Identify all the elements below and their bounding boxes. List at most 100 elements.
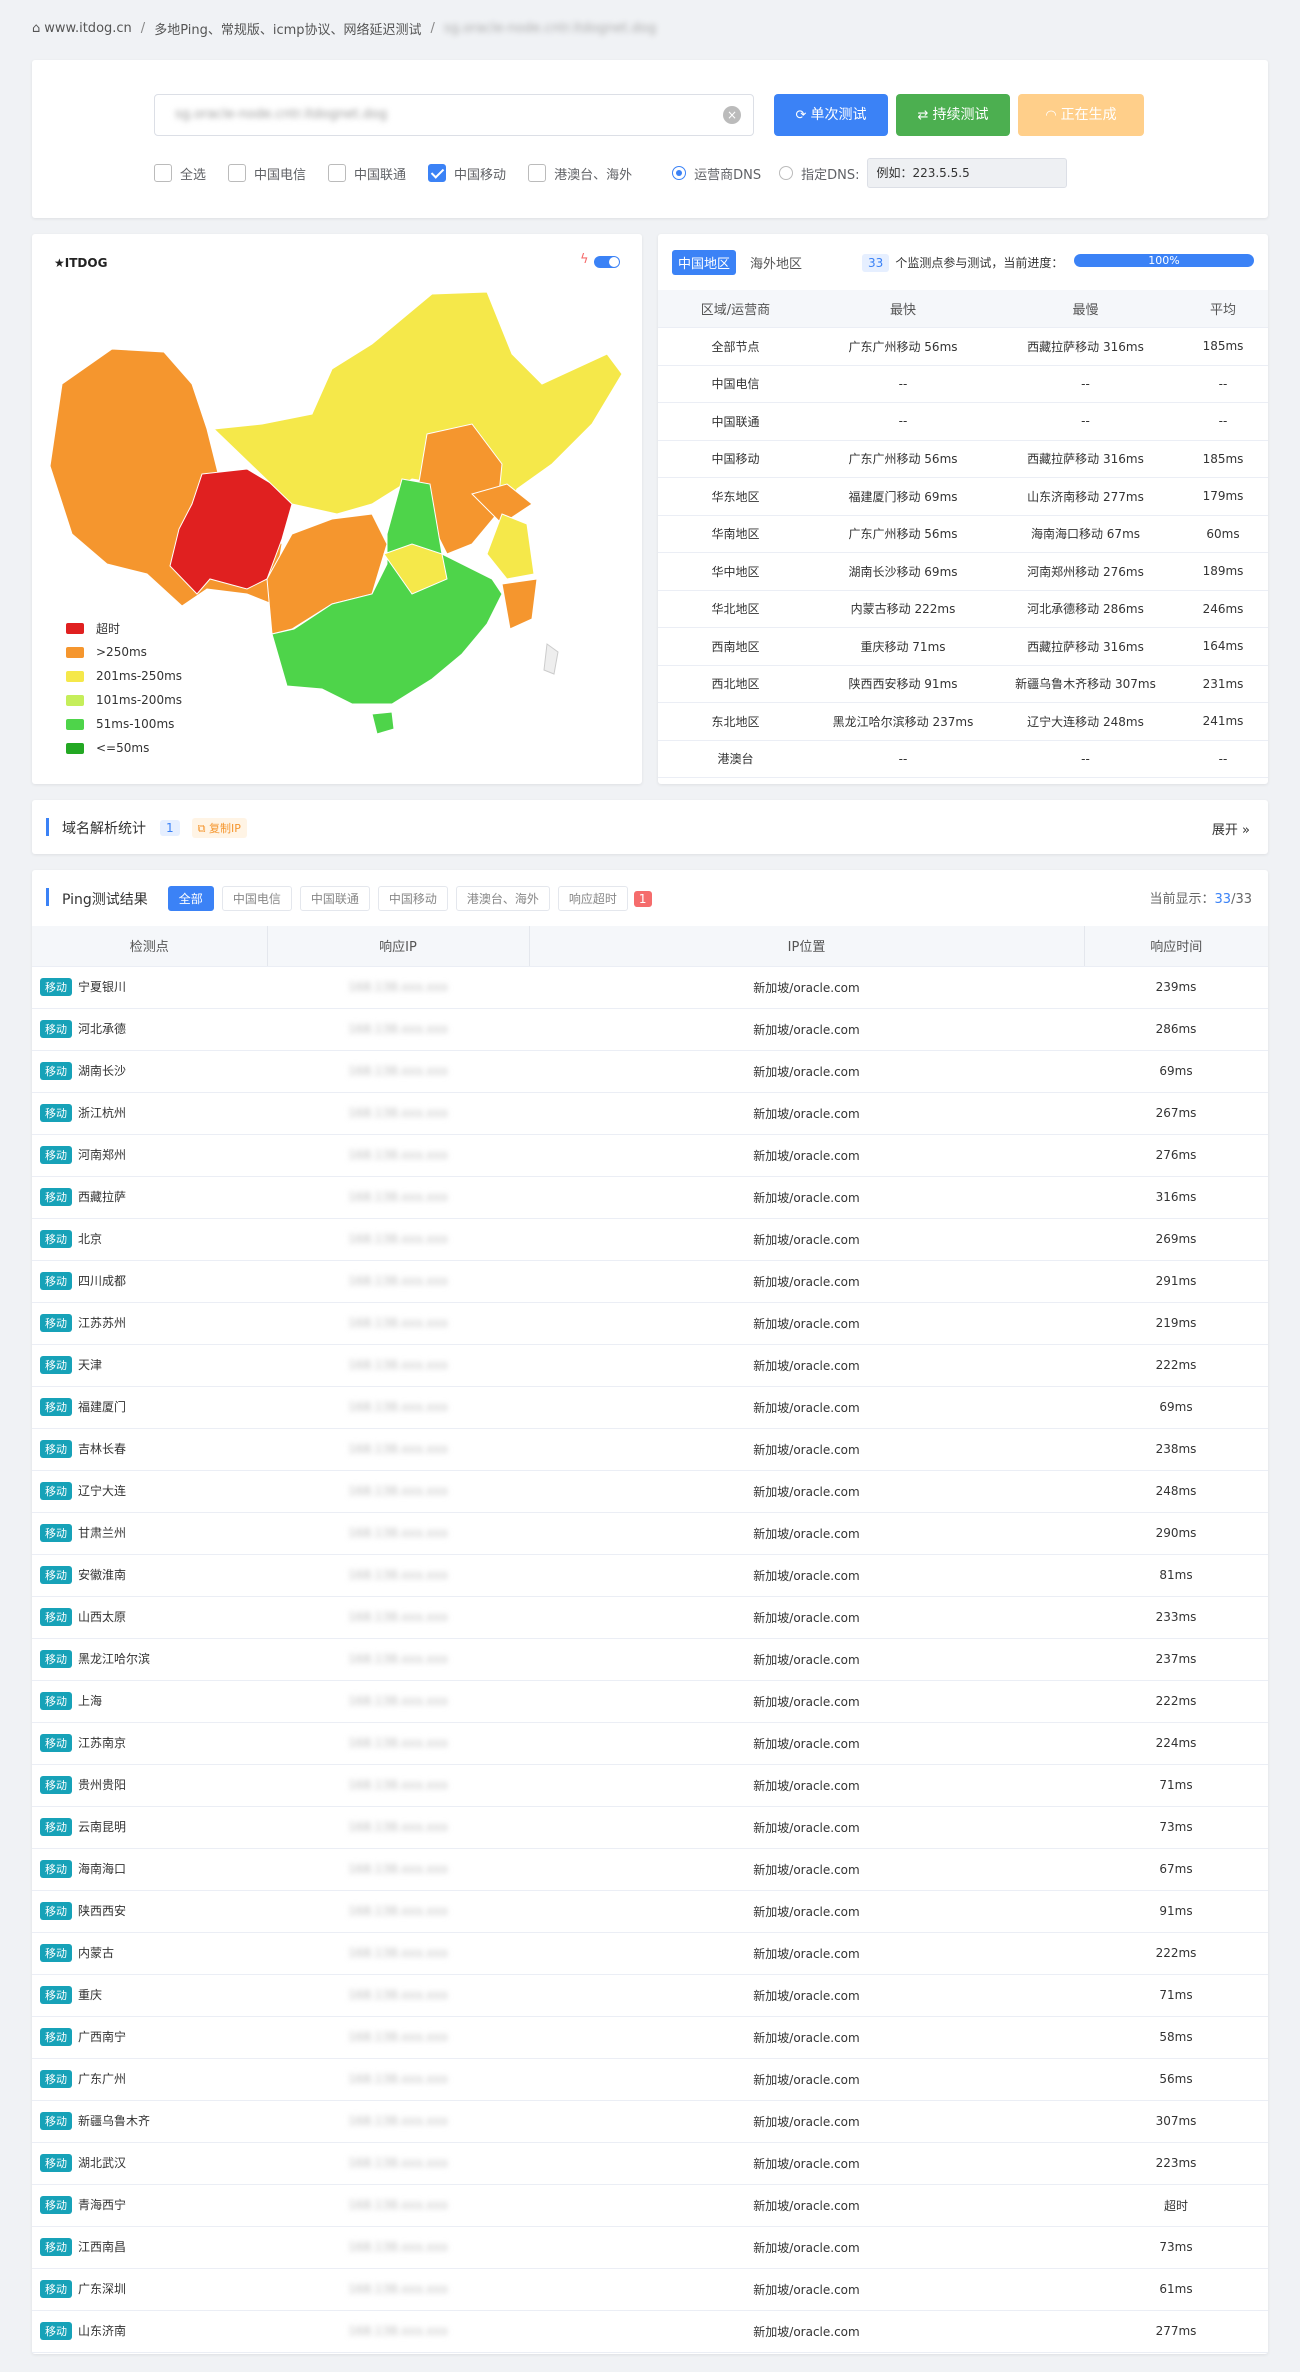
response-time: 248ms	[1084, 1470, 1268, 1513]
response-ip: 168.138.xxx.xxx	[267, 1302, 529, 1345]
region-shandong[interactable]	[471, 483, 533, 525]
dns-isp-radio[interactable]: 运营商DNS	[672, 164, 761, 183]
table-row: 移动 广西南宁 168.138.xxx.xxx 新加坡/oracle.com 58ms	[32, 2016, 1268, 2059]
response-ip: 168.138.xxx.xxx	[267, 1344, 529, 1387]
tab-timeout[interactable]: 响应超时	[557, 886, 628, 911]
region-north[interactable]	[212, 291, 623, 525]
single-test-button[interactable]: ⟳ 单次测试	[774, 94, 888, 136]
tab-all[interactable]: 全部	[167, 886, 214, 911]
table-row: 移动 宁夏银川 168.138.xxx.xxx 新加坡/oracle.com 239ms	[32, 966, 1268, 1009]
response-ip: 168.138.xxx.xxx	[267, 1722, 529, 1765]
logo-icon: ★	[54, 256, 65, 270]
summary-row: 东北地区 黑龙江哈尔滨移动 237ms 辽宁大连移动 248ms 241ms	[658, 702, 1268, 741]
filter-all[interactable]: 全选	[154, 164, 206, 183]
response-ip: 168.138.xxx.xxx	[267, 1806, 529, 1849]
checkbox[interactable]	[528, 164, 547, 182]
probe-name: 湖北武汉	[78, 2156, 127, 2170]
region-tabs: 中国地区 海外地区 33 个监测点参与测试，当前进度：	[672, 250, 1063, 275]
region-south[interactable]	[271, 478, 503, 705]
filter-unicom[interactable]: 中国联通	[328, 164, 406, 183]
ip-value: 168.138.xxx.xxx	[348, 1694, 448, 1708]
single-test-label: 单次测试	[810, 107, 867, 123]
close-circle-icon[interactable]: ×	[723, 106, 741, 124]
dns-custom-radio[interactable]: 指定DNS:	[779, 164, 859, 183]
isp-tag: 移动	[40, 978, 72, 996]
summary-cell: 广东广州移动 56ms	[813, 515, 993, 553]
response-ip: 168.138.xxx.xxx	[267, 1596, 529, 1639]
checkbox[interactable]	[154, 164, 172, 182]
dns-input[interactable]: 例如：223.5.5.5	[867, 158, 1068, 188]
dns-stats-header: 域名解析统计 1 ⧉ 复制IP	[62, 818, 247, 838]
filter-telecom[interactable]: 中国电信	[228, 164, 306, 183]
col-header[interactable]: 响应时间	[1084, 926, 1268, 967]
summary-cell: --	[993, 740, 1178, 778]
region-jiangsu[interactable]	[486, 513, 535, 580]
tab-unicom[interactable]: 中国联通	[299, 886, 370, 911]
china-map[interactable]	[32, 234, 642, 784]
response-time: 238ms	[1084, 1428, 1268, 1471]
radio[interactable]	[779, 166, 794, 180]
filter-label: 中国移动	[454, 167, 507, 183]
filter-overseas[interactable]: 港澳台、海外	[528, 164, 632, 183]
chevron-down-icon: »	[1242, 823, 1250, 838]
filter-group: 全选 中国电信 中国联通 中国移动 港澳台、海外 运营商DNS 指定DNS: 例…	[154, 158, 1068, 188]
response-ip: 168.138.xxx.xxx	[267, 2142, 529, 2185]
generating-button[interactable]: ◠ 正在生成	[1018, 94, 1144, 136]
ip-location: 新加坡/oracle.com	[529, 2142, 1084, 2185]
summary-cell: 164ms	[1178, 627, 1268, 666]
tab-overseas[interactable]: 海外地区	[750, 257, 803, 272]
expand-button[interactable]: 展开 »	[1212, 819, 1250, 838]
tab-mobile[interactable]: 中国移动	[377, 886, 448, 911]
legend-item: 超时	[66, 616, 182, 640]
isp-tag: 移动	[40, 1188, 72, 1206]
radio-checked[interactable]	[672, 166, 687, 180]
filter-label: 港澳台、海外	[554, 167, 633, 183]
isp-tag: 移动	[40, 1818, 72, 1836]
probe-name: 广东深圳	[78, 2282, 127, 2296]
isp-tag: 移动	[40, 1020, 72, 1038]
map-toggle[interactable]	[594, 256, 620, 268]
summary-cell: 河北承德移动 286ms	[993, 590, 1178, 628]
col-header[interactable]: 响应IP	[267, 926, 530, 967]
ip-value: 168.138.xxx.xxx	[348, 2240, 448, 2254]
probe-name: 山东济南	[78, 2324, 127, 2338]
legend-swatch	[66, 718, 84, 730]
region-hubei[interactable]	[383, 543, 448, 595]
region-hainan[interactable]	[371, 711, 395, 735]
home-icon[interactable]: ⌂	[32, 20, 41, 36]
col-header[interactable]: IP位置	[529, 926, 1085, 967]
tab-telecom[interactable]: 中国电信	[221, 886, 292, 911]
probe-location: 移动 青海西宁	[32, 2184, 267, 2227]
breadcrumb-home[interactable]: www.itdog.cn	[44, 20, 132, 36]
summary-cell: 新疆乌鲁木齐移动 307ms	[993, 665, 1178, 703]
summary-cell: 中国电信	[658, 365, 813, 403]
ip-value: 168.138.xxx.xxx	[348, 1610, 448, 1624]
checkbox-checked[interactable]	[428, 164, 447, 182]
isp-tag: 移动	[40, 1944, 72, 1962]
ip-location: 新加坡/oracle.com	[529, 1974, 1084, 2017]
filter-mobile[interactable]: 中国移动	[428, 164, 506, 183]
checkbox[interactable]	[228, 164, 247, 182]
response-ip: 168.138.xxx.xxx	[267, 1470, 529, 1513]
breadcrumb-page[interactable]: 多地Ping、常规版、icmp协议、网络延迟测试	[154, 22, 422, 38]
col-header[interactable]: 检测点	[32, 926, 268, 967]
isp-tag: 移动	[40, 1902, 72, 1920]
probe-name: 河北承德	[78, 1022, 127, 1036]
summary-cell: 185ms	[1178, 327, 1268, 366]
isp-tag: 移动	[40, 2112, 72, 2130]
copy-ip-button[interactable]: ⧉ 复制IP	[191, 818, 247, 838]
table-row: 移动 陕西西安 168.138.xxx.xxx 新加坡/oracle.com 91ms	[32, 1890, 1268, 1933]
probe-name: 江苏苏州	[78, 1316, 127, 1330]
tab-overseas[interactable]: 港澳台、海外	[455, 886, 550, 911]
checkbox[interactable]	[328, 164, 347, 182]
probe-location: 移动 吉林长春	[32, 1428, 267, 1471]
continuous-test-button[interactable]: ⇄ 持续测试	[896, 94, 1010, 136]
continuous-test-label: 持续测试	[932, 107, 989, 123]
region-zhejiang[interactable]	[501, 578, 538, 630]
map-card: ★ITDOG ϟ 超时 >250ms 201ms-250ms 101ms-200…	[32, 234, 642, 784]
tab-china[interactable]: 中国地区	[672, 250, 737, 275]
table-row: 移动 天津 168.138.xxx.xxx 新加坡/oracle.com 222ms	[32, 1344, 1268, 1387]
search-input[interactable]: sg.oracle-node.cntr.itdognet.dog ×	[154, 94, 754, 136]
response-time: 61ms	[1084, 2268, 1268, 2311]
isp-tag: 移动	[40, 1398, 72, 1416]
